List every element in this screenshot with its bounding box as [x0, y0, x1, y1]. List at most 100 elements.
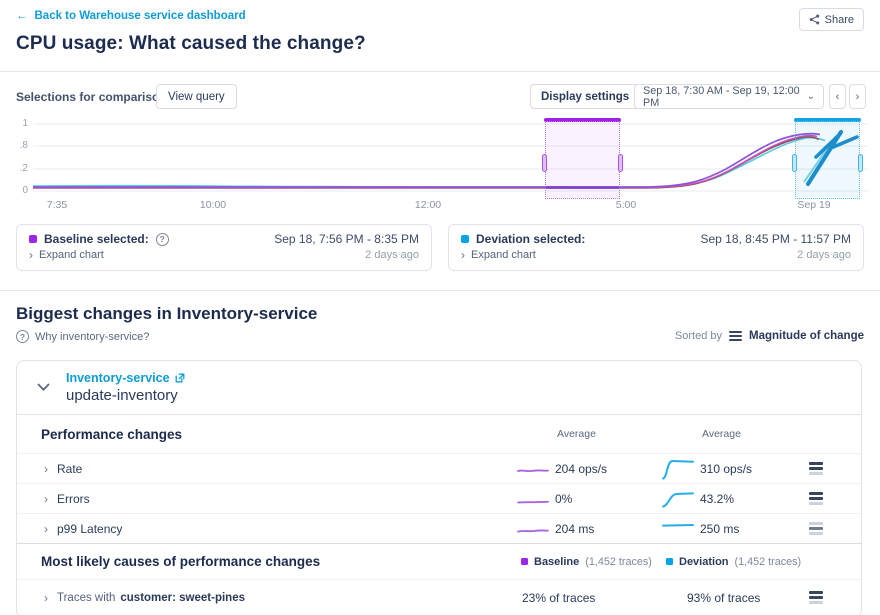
- magnitude-icon: [809, 522, 823, 535]
- baseline-value: 0%: [555, 492, 572, 506]
- time-range-dropdown[interactable]: Sep 18, 7:30 AM - Sep 19, 12:00 PM ⌄: [634, 84, 824, 109]
- cpu-usage-chart[interactable]: [0, 112, 880, 213]
- metric-label: p99 Latency: [57, 522, 122, 536]
- deviation-average-column-header: Average: [662, 428, 741, 440]
- table-row-rate[interactable]: › Rate 204 ops/s 310 ops/s: [17, 453, 861, 483]
- why-inventory-service-link[interactable]: ? Why inventory-service?: [16, 330, 149, 343]
- chevron-right-icon: ›: [856, 91, 860, 103]
- deviation-legend-count: (1,452 traces): [735, 556, 802, 568]
- chevron-right-icon[interactable]: ›: [44, 493, 48, 505]
- deviation-right-handle[interactable]: [858, 154, 863, 172]
- sort-value: Magnitude of change: [749, 330, 864, 342]
- y-axis-tick: .2: [4, 163, 28, 174]
- baseline-selection-region[interactable]: [545, 118, 620, 199]
- sort-control[interactable]: Sorted by Magnitude of change: [675, 330, 864, 342]
- deviation-color-swatch: [461, 235, 469, 243]
- share-icon: [809, 14, 820, 25]
- cpu-usage-change-page: ← Back to Warehouse service dashboard Sh…: [0, 0, 880, 615]
- question-icon: ?: [16, 330, 29, 343]
- share-label: Share: [825, 14, 854, 26]
- magnitude-icon: [809, 462, 823, 475]
- expand-chart-link[interactable]: Expand chart: [39, 249, 104, 261]
- deviation-time-range: Sep 18, 8:45 PM - 11:57 PM: [700, 232, 851, 246]
- cause-attribute: customer: sweet-pines: [120, 592, 245, 604]
- baseline-sparkline: [517, 488, 549, 510]
- divider: [0, 71, 880, 72]
- baseline-value: 204 ms: [555, 522, 594, 536]
- magnitude-icon: [809, 591, 823, 604]
- baseline-trace-pct: 23% of traces: [522, 591, 595, 605]
- chevron-right-icon[interactable]: ›: [44, 592, 48, 604]
- deviation-sparkline: [662, 458, 694, 480]
- deviation-legend-label: Deviation: [679, 556, 729, 568]
- deviation-selection-region[interactable]: [795, 118, 860, 199]
- time-range-value: Sep 18, 7:30 AM - Sep 19, 12:00 PM: [643, 85, 807, 109]
- table-row-p99-latency[interactable]: › p99 Latency 204 ms 250 ms: [17, 513, 861, 543]
- back-link-label: Back to Warehouse service dashboard: [35, 10, 246, 22]
- baseline-average-column-header: Average: [517, 428, 596, 440]
- chevron-right-icon: ›: [29, 249, 33, 261]
- metric-label: Rate: [57, 462, 82, 476]
- performance-changes-header: Performance changes Average Average: [17, 415, 861, 453]
- chevron-right-icon: ›: [461, 249, 465, 261]
- chevron-down-icon: ⌄: [807, 92, 815, 102]
- service-card-header[interactable]: Inventory-service update-inventory: [17, 361, 861, 415]
- prev-time-button[interactable]: ‹: [829, 84, 846, 109]
- divider: [0, 290, 880, 291]
- expand-chart-link[interactable]: Expand chart: [471, 249, 536, 261]
- baseline-selection-area: [545, 121, 620, 199]
- metric-label: Errors: [57, 492, 90, 506]
- baseline-right-handle[interactable]: [618, 154, 623, 172]
- cause-prefix: Traces with: [57, 592, 115, 604]
- deviation-trace-pct: 93% of traces: [687, 591, 760, 605]
- back-link[interactable]: ← Back to Warehouse service dashboard: [16, 10, 246, 22]
- likely-causes-header: Most likely causes of performance change…: [17, 543, 861, 579]
- deviation-legend-swatch: [666, 558, 673, 565]
- likely-causes-title: Most likely causes of performance change…: [17, 554, 517, 569]
- page-title: CPU usage: What caused the change?: [16, 33, 366, 55]
- deviation-value: 43.2%: [700, 492, 734, 506]
- inventory-service-card: Inventory-service update-inventory Perfo…: [16, 360, 862, 615]
- chevron-right-icon[interactable]: ›: [44, 523, 48, 535]
- chevron-right-icon[interactable]: ›: [44, 463, 48, 475]
- deviation-sparkline: [662, 518, 694, 540]
- performance-changes-title: Performance changes: [17, 427, 517, 442]
- baseline-selected-card: Baseline selected: ? Sep 18, 7:56 PM - 8…: [16, 224, 432, 271]
- table-row-traces-sweet-pines[interactable]: › Traces with customer: sweet-pines 23% …: [17, 579, 861, 615]
- baseline-legend-label: Baseline: [534, 556, 579, 568]
- baseline-left-handle[interactable]: [542, 154, 547, 172]
- collapse-chevron-icon[interactable]: [37, 383, 50, 392]
- baseline-time-range: Sep 18, 7:56 PM - 8:35 PM: [274, 232, 419, 246]
- deviation-selected-label: Deviation selected:: [476, 232, 585, 246]
- help-icon[interactable]: ?: [156, 233, 169, 246]
- baseline-sparkline: [517, 518, 549, 540]
- baseline-value: 204 ops/s: [555, 462, 607, 476]
- external-link-icon: [175, 373, 185, 383]
- chevron-left-icon: ‹: [836, 91, 840, 103]
- baseline-legend-count: (1,452 traces): [585, 556, 652, 568]
- deviation-value: 310 ops/s: [700, 462, 752, 476]
- deviation-selected-card: Deviation selected: Sep 18, 8:45 PM - 11…: [448, 224, 864, 271]
- baseline-selected-label: Baseline selected:: [44, 232, 149, 246]
- why-label: Why inventory-service?: [35, 331, 149, 343]
- service-link[interactable]: Inventory-service: [66, 371, 185, 385]
- share-button[interactable]: Share: [799, 8, 864, 31]
- view-query-button[interactable]: View query: [156, 84, 237, 109]
- deviation-sparkline: [662, 488, 694, 510]
- deviation-left-handle[interactable]: [792, 154, 797, 172]
- baseline-color-swatch: [29, 235, 37, 243]
- deviation-selection-area: [795, 121, 860, 199]
- x-axis-tick: 12:00: [415, 199, 441, 211]
- table-row-errors[interactable]: › Errors 0% 43.2%: [17, 483, 861, 513]
- sorted-by-label: Sorted by: [675, 330, 722, 342]
- next-time-button[interactable]: ›: [849, 84, 866, 109]
- y-axis-tick: .8: [4, 140, 28, 151]
- baseline-legend-swatch: [521, 558, 528, 565]
- chart-canvas: [0, 112, 880, 213]
- selections-for-comparison-label: Selections for comparison: [16, 90, 167, 104]
- sort-bars-icon: [729, 331, 742, 341]
- y-axis-tick: 0: [4, 185, 28, 196]
- x-axis-tick: Sep 19: [797, 199, 830, 211]
- biggest-changes-title: Biggest changes in Inventory-service: [16, 304, 317, 324]
- deviation-time-ago: 2 days ago: [797, 249, 851, 261]
